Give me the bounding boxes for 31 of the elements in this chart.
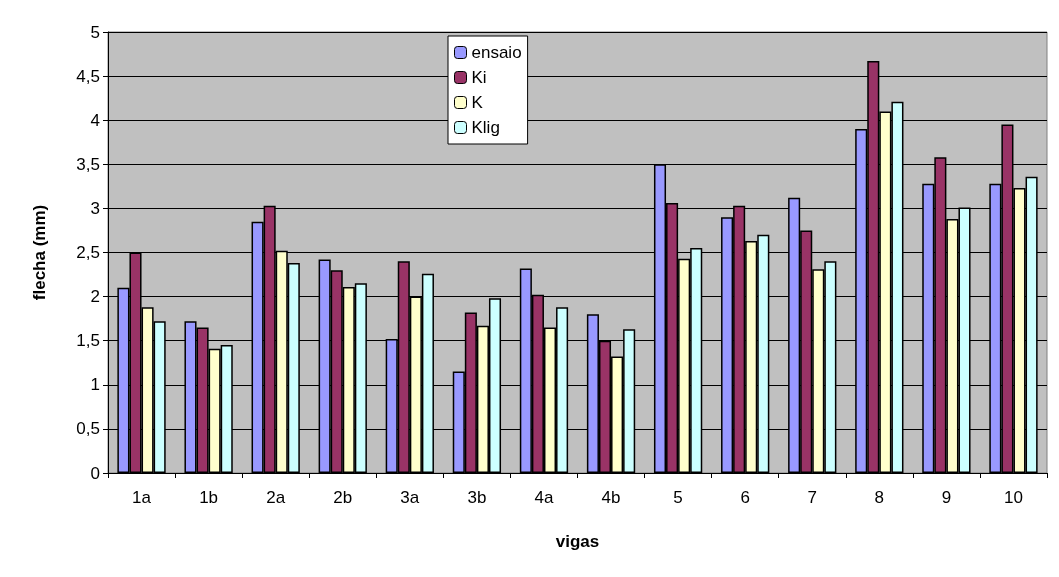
x-tick-label: 8 (874, 488, 885, 507)
x-tick-label: 4b (601, 488, 621, 507)
y-tick-label: 4,5 (76, 66, 100, 86)
y-tick-label: 2 (90, 287, 100, 307)
x-tick-label: 3a (400, 488, 420, 507)
x-tick-label: 9 (941, 488, 952, 507)
y-tick-label: 3 (90, 198, 100, 218)
x-tick-label: 6 (740, 488, 750, 507)
y-tick-label: 5 (90, 22, 100, 42)
y-tick-label: 1,5 (76, 331, 100, 351)
x-axis-title: vigas (555, 532, 600, 551)
x-tick-label: 10 (1004, 488, 1023, 507)
x-tick-label: 2a (266, 488, 286, 507)
y-tick-label: 2,5 (76, 243, 100, 262)
x-tick-label: 5 (673, 488, 683, 507)
x-tick-label: 2b (333, 488, 353, 507)
x-tick-label: 4a (534, 488, 554, 507)
legend-label: Ki (471, 68, 487, 87)
y-tick-label: 0 (90, 463, 100, 483)
legend-label: Klig (471, 118, 500, 137)
x-tick-label: 1b (199, 488, 219, 507)
y-tick-label: 0,5 (76, 419, 100, 439)
legend-label: ensaio (471, 43, 522, 62)
x-tick-label: 3b (467, 488, 487, 507)
y-tick-label: 4 (90, 110, 100, 130)
x-tick-label: 1a (132, 488, 152, 507)
y-tick-label: 3,5 (76, 154, 100, 174)
y-axis-title: flecha (mm) (30, 204, 49, 301)
x-tick-label: 7 (807, 488, 817, 507)
legend-label: K (471, 93, 484, 112)
y-tick-label: 1 (90, 375, 100, 395)
